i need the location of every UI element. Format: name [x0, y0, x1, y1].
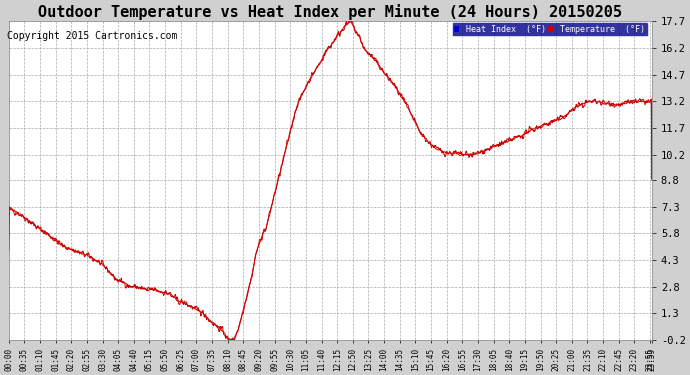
- Legend: Heat Index  (°F), Temperature  (°F): Heat Index (°F), Temperature (°F): [452, 22, 648, 36]
- Text: Copyright 2015 Cartronics.com: Copyright 2015 Cartronics.com: [7, 32, 177, 41]
- Title: Outdoor Temperature vs Heat Index per Minute (24 Hours) 20150205: Outdoor Temperature vs Heat Index per Mi…: [38, 4, 622, 20]
